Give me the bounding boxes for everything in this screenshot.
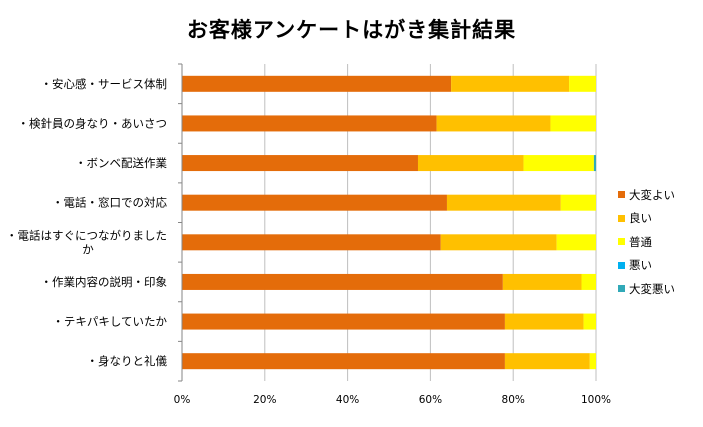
x-tick-label: 0% <box>174 394 191 406</box>
y-category-label: か <box>82 242 94 256</box>
y-category-label: ・電話はすぐにつながりました <box>6 228 167 242</box>
legend-swatch <box>618 261 625 269</box>
bar-segment <box>182 115 437 132</box>
bar-segment <box>560 194 596 211</box>
x-tick-label: 60% <box>419 394 442 406</box>
bar-segment <box>504 313 584 330</box>
bar-segment <box>446 194 561 211</box>
legend-item: 悪い <box>618 254 675 278</box>
legend-label: 良い <box>629 211 652 226</box>
bar-segment <box>569 75 596 92</box>
chart-title: お客様アンケートはがき集計結果 <box>186 18 517 42</box>
bar-segment <box>581 273 596 290</box>
legend-label: 悪い <box>629 258 652 273</box>
bar-segment <box>182 194 447 211</box>
bar-segment <box>583 313 596 330</box>
bar-segment <box>182 155 418 172</box>
legend-label: 普通 <box>629 234 652 249</box>
legend-swatch <box>618 285 625 293</box>
legend-item: 普通 <box>618 230 675 254</box>
bar-segment <box>182 75 452 92</box>
bar-segment <box>502 273 582 290</box>
legend-label: 大変悪い <box>629 281 675 296</box>
bar-segment <box>593 155 596 172</box>
legend-item: 大変よい <box>618 183 675 207</box>
bar-segment <box>182 273 503 290</box>
y-category-label: ・ボンベ配送作業 <box>75 156 167 170</box>
legend-item: 大変悪い <box>618 277 675 301</box>
legend-item: 良い <box>618 207 675 231</box>
bar-segment <box>451 75 570 92</box>
chart-legend: 大変よい良い普通悪い大変悪い <box>618 183 675 301</box>
bar-segment <box>523 155 594 172</box>
x-tick-label: 40% <box>336 394 359 406</box>
bar-segment <box>182 353 505 370</box>
legend-swatch <box>618 214 625 222</box>
bar-segment <box>182 234 441 251</box>
bar-segment <box>504 353 590 370</box>
y-category-label: ・作業内容の説明・印象 <box>41 275 168 289</box>
y-category-label: ・電話・窓口での対応 <box>52 196 167 210</box>
y-category-label: ・身なりと礼儀 <box>87 354 168 368</box>
y-category-label: ・検針員の身なり・あいさつ <box>18 116 168 130</box>
bar-segment <box>417 155 524 172</box>
legend-swatch <box>618 238 625 246</box>
y-category-label: ・テキパキしていたか <box>52 315 167 329</box>
legend-label: 大変よい <box>629 187 675 202</box>
x-tick-label: 80% <box>502 394 525 406</box>
legend-swatch <box>618 191 625 199</box>
bar-segment <box>440 234 557 251</box>
x-tick-label: 100% <box>581 394 611 406</box>
x-tick-label: 20% <box>253 394 276 406</box>
bar-segment <box>436 115 551 132</box>
bar-segment <box>556 234 596 251</box>
bar-segment <box>550 115 596 132</box>
bar-segment <box>589 353 596 370</box>
bar-segment <box>182 313 505 330</box>
y-category-label: ・安心感・サービス体制 <box>41 77 168 91</box>
